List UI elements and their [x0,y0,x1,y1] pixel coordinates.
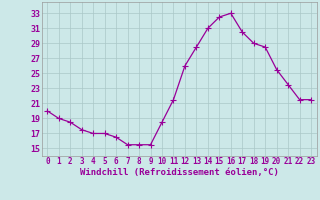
X-axis label: Windchill (Refroidissement éolien,°C): Windchill (Refroidissement éolien,°C) [80,168,279,177]
